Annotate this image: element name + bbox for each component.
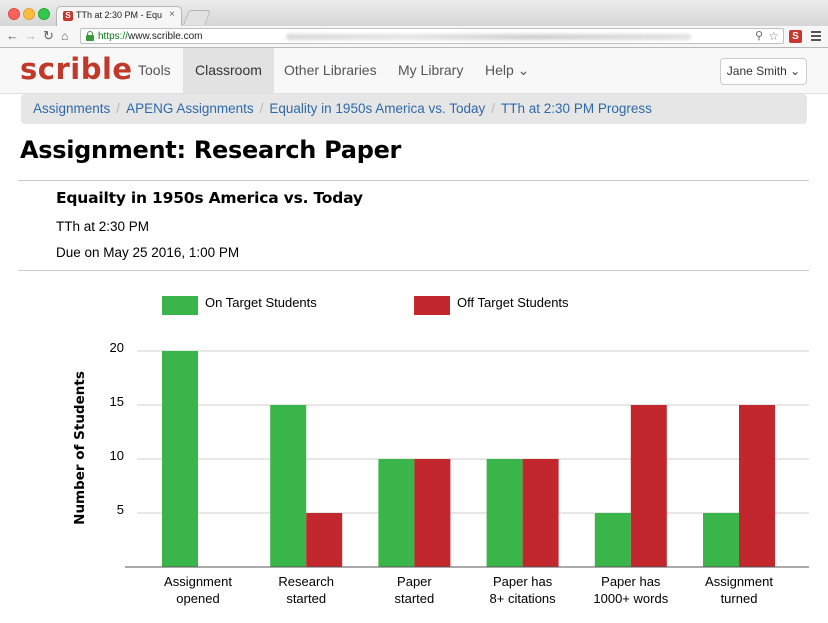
x-tick-label: Research bbox=[278, 574, 334, 589]
x-tick-label: Assignment bbox=[705, 574, 773, 589]
bar-on-target bbox=[378, 459, 415, 567]
nav-other-libraries[interactable]: Other Libraries bbox=[284, 62, 377, 78]
bar-on-target bbox=[594, 513, 631, 567]
close-window-button[interactable] bbox=[8, 8, 20, 20]
reload-icon[interactable]: ↻ bbox=[43, 28, 54, 43]
x-tick-label: Paper has bbox=[493, 574, 553, 589]
forward-arrow-icon[interactable]: → bbox=[24, 28, 37, 43]
x-tick-label: 8+ citations bbox=[490, 591, 557, 606]
bar-off-target bbox=[306, 513, 343, 567]
browser-titlebar: S TTh at 2:30 PM - Equality in 1950s × bbox=[0, 0, 828, 26]
y-tick-label: 10 bbox=[110, 448, 124, 463]
breadcrumb-assignment[interactable]: Equality in 1950s America vs. Today bbox=[269, 101, 486, 116]
nav-classroom[interactable]: Classroom bbox=[183, 48, 274, 93]
maximize-window-button[interactable] bbox=[38, 8, 50, 20]
new-tab-button[interactable] bbox=[183, 10, 211, 25]
scrible-extension-icon[interactable]: S bbox=[789, 30, 802, 43]
tab-close-icon[interactable]: × bbox=[169, 9, 175, 20]
breadcrumb-separator: / bbox=[259, 101, 264, 116]
tab-title: TTh at 2:30 PM - Equality in 1950s bbox=[76, 10, 162, 20]
nav-tools[interactable]: Tools bbox=[138, 62, 171, 78]
divider bbox=[18, 270, 809, 271]
star-icon[interactable]: ☆ bbox=[768, 29, 779, 43]
zoom-icon[interactable]: ⚲ bbox=[754, 30, 763, 42]
breadcrumb-separator: / bbox=[116, 101, 121, 116]
divider bbox=[18, 180, 809, 181]
x-tick-label: Assignment bbox=[164, 574, 232, 589]
scrible-logo[interactable]: scrible bbox=[20, 52, 133, 86]
assignment-name: Equailty in 1950s America vs. Today bbox=[56, 189, 363, 207]
home-icon[interactable]: ⌂ bbox=[61, 29, 69, 43]
bar-on-target bbox=[162, 351, 198, 567]
browser-tab[interactable]: S TTh at 2:30 PM - Equality in 1950s × bbox=[56, 6, 182, 26]
breadcrumb-progress[interactable]: TTh at 2:30 PM Progress bbox=[501, 101, 652, 116]
lock-icon bbox=[86, 31, 94, 41]
menu-icon[interactable] bbox=[811, 31, 821, 43]
url-path-blurred bbox=[286, 34, 691, 40]
breadcrumb-assignments[interactable]: Assignments bbox=[33, 101, 111, 116]
bar-off-target bbox=[739, 405, 775, 567]
x-tick-label: turned bbox=[721, 591, 758, 606]
y-axis-label: Number of Students bbox=[72, 371, 88, 525]
legend-swatch-off-target bbox=[414, 296, 450, 315]
minimize-window-button[interactable] bbox=[23, 8, 35, 20]
url-text: https://www.scrible.com bbox=[98, 31, 203, 42]
browser-toolbar: ← → ↻ ⌂ https://www.scrible.com ⚲ ☆ S bbox=[0, 26, 828, 48]
progress-bar-chart: 5 10 15 20 Number of Students Assignment opene… bbox=[72, 340, 809, 606]
x-tick-label: Paper has bbox=[601, 574, 661, 589]
legend-label-on-target: On Target Students bbox=[205, 295, 317, 310]
address-bar[interactable]: https://www.scrible.com ⚲ ☆ bbox=[80, 28, 784, 44]
scrible-favicon-icon: S bbox=[63, 11, 73, 21]
nav-my-library[interactable]: My Library bbox=[398, 62, 464, 78]
bar-on-target bbox=[270, 405, 307, 567]
y-tick-label: 20 bbox=[110, 340, 124, 355]
y-tick-label: 15 bbox=[110, 394, 124, 409]
due-date: Due on May 25 2016, 1:00 PM bbox=[56, 245, 240, 260]
y-tick-label: 5 bbox=[117, 502, 124, 517]
x-tick-label: Paper bbox=[397, 574, 432, 589]
back-arrow-icon[interactable]: ← bbox=[6, 28, 19, 43]
x-tick-label: 1000+ words bbox=[593, 591, 668, 606]
page-title: Assignment: Research Paper bbox=[20, 136, 402, 164]
x-tick-label: opened bbox=[176, 591, 219, 606]
breadcrumb-apeng-assignments[interactable]: APENG Assignments bbox=[126, 101, 254, 116]
x-tick-label: started bbox=[286, 591, 326, 606]
legend-label-off-target: Off Target Students bbox=[457, 295, 569, 310]
bar-on-target bbox=[486, 459, 523, 567]
bar-off-target bbox=[630, 405, 667, 567]
class-time: TTh at 2:30 PM bbox=[56, 219, 150, 234]
bar-off-target bbox=[414, 459, 451, 567]
breadcrumb: Assignments / APENG Assignments / Equality i… bbox=[21, 94, 807, 124]
user-menu-button[interactable]: Jane Smith ⌄ bbox=[720, 58, 807, 85]
legend-swatch-on-target bbox=[162, 296, 198, 315]
x-tick-label: started bbox=[395, 591, 435, 606]
nav-help[interactable]: Help ⌄ bbox=[485, 62, 530, 78]
bar-on-target bbox=[703, 513, 739, 567]
app-navbar: scrible Tools Classroom Other Libraries … bbox=[0, 48, 828, 94]
breadcrumb-separator: / bbox=[491, 101, 496, 116]
bar-off-target bbox=[522, 459, 559, 567]
